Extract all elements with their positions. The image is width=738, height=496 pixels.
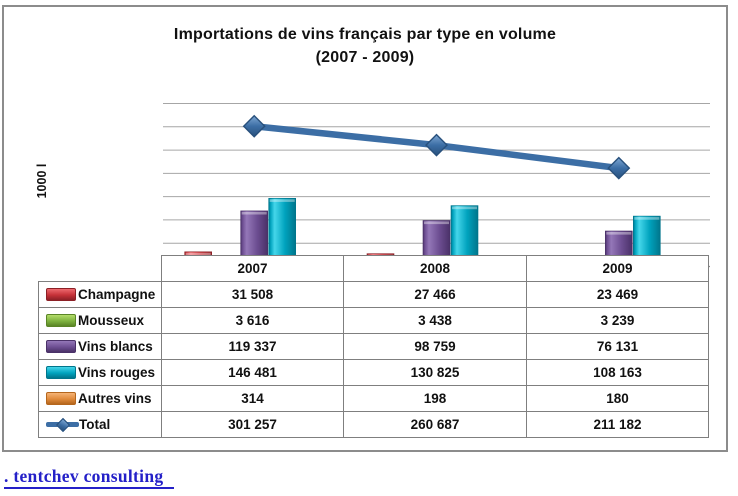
cell-value: 180 [526, 385, 709, 412]
chart-title-line2: (2007 - 2009) [315, 49, 415, 66]
table-row-vins-blancs: Vins blancs 119 337 98 759 76 131 [38, 333, 709, 360]
cell-value: 211 182 [526, 411, 709, 438]
cell-value: 260 687 [343, 411, 527, 438]
table-row-mousseux: Mousseux 3 616 3 438 3 239 [38, 307, 709, 334]
year-header-2008: 2008 [343, 255, 527, 282]
table-row-champagne: Champagne 31 508 27 466 23 469 [38, 281, 709, 308]
y-axis-label: 1000 l [35, 163, 49, 199]
legend-key-autres-vins-icon [46, 392, 76, 405]
row-label: Vins rouges [78, 365, 156, 380]
cell-value: 130 825 [343, 359, 527, 386]
table-corner-cell [39, 256, 162, 282]
cell-value: 98 759 [343, 333, 527, 360]
legend-key-champagne-icon [46, 288, 76, 301]
chart-title-line1: Importations de vins français par type e… [173, 26, 557, 43]
table-row-vins-rouges: Vins rouges 146 481 130 825 108 163 [38, 359, 709, 386]
legend-key-vins-rouges-icon [46, 366, 76, 379]
cell-value: 27 466 [343, 281, 527, 308]
plot-area [163, 103, 710, 268]
cell-value: 31 508 [161, 281, 344, 308]
cell-value: 108 163 [526, 359, 709, 386]
row-label: Autres vins [78, 391, 152, 406]
legend-key-vins-blancs-icon [46, 340, 76, 353]
data-table: 2007 2008 2009 Champagne 31 508 27 466 2… [38, 255, 709, 438]
table-row-total: Total 301 257 260 687 211 182 [38, 411, 709, 438]
cell-value: 3 438 [343, 307, 527, 334]
table-header-row: 2007 2008 2009 [39, 255, 709, 282]
cell-value: 76 131 [526, 333, 709, 360]
cell-value: 119 337 [161, 333, 344, 360]
row-label: Champagne [78, 287, 156, 302]
year-header-2009: 2009 [526, 255, 709, 282]
cell-value: 3 616 [161, 307, 344, 334]
table-row-autres-vins: Autres vins 314 198 180 [38, 385, 709, 412]
year-header-2007: 2007 [161, 255, 344, 282]
row-label: Vins blancs [78, 339, 153, 354]
cell-value: 314 [161, 385, 344, 412]
row-label: Total [79, 417, 111, 432]
legend-key-mousseux-icon [46, 314, 76, 327]
cell-value: 23 469 [526, 281, 709, 308]
legend-key-total-icon [46, 417, 79, 432]
chart-title: Importations de vins français par type e… [4, 23, 726, 69]
footer-link[interactable]: . tentchev consulting [4, 466, 175, 489]
cell-value: 3 239 [526, 307, 709, 334]
cell-value: 301 257 [161, 411, 344, 438]
cell-value: 146 481 [161, 359, 344, 386]
cell-value: 198 [343, 385, 527, 412]
row-label: Mousseux [78, 313, 145, 328]
